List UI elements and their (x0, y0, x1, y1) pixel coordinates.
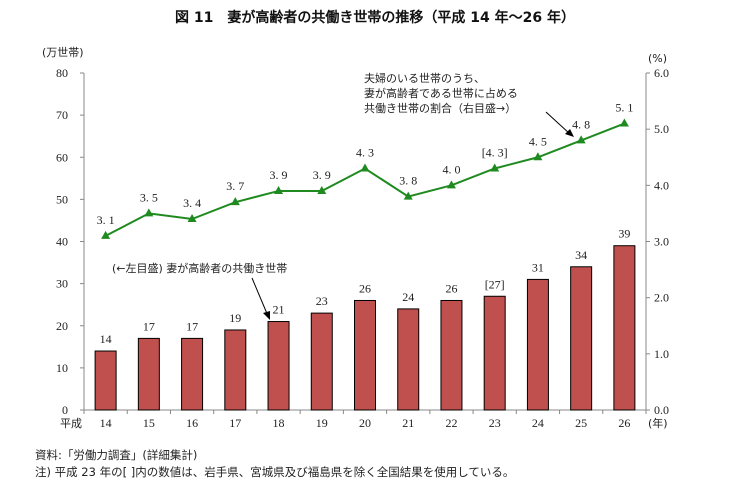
x-tick-label: 18 (273, 416, 285, 430)
bar-value-label: 19 (229, 311, 241, 325)
right-tick-label: 6.0 (654, 66, 669, 80)
x-tick-label: 24 (532, 416, 544, 430)
x-tick-label: 19 (316, 416, 328, 430)
line-value-label: 4. 8 (572, 117, 590, 131)
right-tick-label: 0.0 (654, 403, 669, 417)
bar-value-label: 34 (575, 248, 587, 262)
bar (310, 312, 333, 411)
bar (181, 337, 204, 411)
right-tick-label: 1.0 (654, 347, 669, 361)
line-annotation-2: 妻が高齢者である世帯に占める (364, 86, 518, 100)
chart-title: 図 11 妻が高齢者の共働き世帯の推移（平成 14 年～26 年） (175, 9, 575, 26)
bar-value-label: 17 (143, 319, 155, 333)
left-tick-label: 10 (56, 361, 68, 375)
right-tick-label: 4.0 (654, 178, 669, 192)
left-tick-label: 30 (56, 277, 68, 291)
bar (526, 278, 549, 411)
bar-value-label: 26 (445, 281, 457, 295)
line-marker (360, 163, 370, 172)
bar (397, 308, 420, 411)
line-value-label: 3. 9 (313, 168, 331, 182)
x-tick-label: 14 (100, 416, 112, 430)
left-tick-label: 0 (62, 403, 68, 417)
line-marker (576, 135, 586, 144)
left-tick-label: 70 (56, 108, 68, 122)
bar-value-label: 39 (618, 227, 630, 241)
line-value-label: 3. 5 (140, 190, 158, 204)
line-value-label: 3. 9 (270, 168, 288, 182)
bar-value-label: 21 (273, 303, 285, 317)
line-value-label: [4. 3] (482, 145, 508, 159)
line-value-label: 3. 1 (97, 213, 115, 227)
x-prefix-label: 平成 (60, 417, 82, 430)
left-tick-label: 60 (56, 150, 68, 164)
line-annotation-arrow (545, 111, 571, 135)
chart: 図 11 妻が高齢者の共働き世帯の推移（平成 14 年～26 年） (万世帯) … (42, 9, 669, 430)
left-axis-unit: (万世帯) (42, 46, 84, 59)
left-tick-label: 20 (56, 319, 68, 333)
bar-value-label: 24 (402, 290, 414, 304)
x-tick-label: 21 (402, 416, 414, 430)
line-annotation-3: 共働き世帯の割合（右目盛→） (364, 101, 516, 115)
right-tick-label: 3.0 (654, 235, 669, 249)
bar-annotation-arrowhead (263, 311, 270, 320)
x-tick-label: 15 (143, 416, 155, 430)
x-tick-label: 16 (186, 416, 198, 430)
line-marker (619, 118, 629, 127)
line-marker (403, 191, 413, 200)
left-tick-label: 40 (56, 235, 68, 249)
line-marker (446, 180, 456, 189)
line-annotation-1: 夫婦のいる世帯のうち、 (364, 71, 485, 85)
line-value-label: 4. 0 (442, 162, 460, 176)
bar-value-label: [27] (485, 277, 505, 291)
line-marker (533, 152, 543, 161)
line-marker (490, 163, 500, 172)
x-tick-label: 22 (445, 416, 457, 430)
bar-value-label: 23 (316, 294, 328, 308)
bar (137, 337, 160, 411)
line-marker (144, 208, 154, 217)
line-value-label: 4. 5 (529, 134, 547, 148)
footnote: 注) 平成 23 年の[ ]内の数値は、岩手県、宮城県及び福島県を除く全国結果を… (35, 465, 515, 479)
right-tick-label: 2.0 (654, 291, 669, 305)
bar-value-label: 26 (359, 281, 371, 295)
bar-annotation-arrow (251, 277, 269, 317)
line-value-label: 3. 7 (226, 179, 244, 193)
bar (613, 245, 636, 411)
right-axis-unit: (%) (648, 52, 667, 65)
line-annotation-arrowhead (565, 129, 574, 137)
line-value-label: 4. 3 (356, 145, 374, 159)
bar (94, 350, 117, 411)
bar (354, 299, 376, 411)
x-tick-label: 26 (618, 416, 630, 430)
line-marker (274, 185, 284, 194)
left-tick-label: 50 (56, 192, 68, 206)
right-tick-label: 5.0 (654, 122, 669, 136)
bar (483, 295, 506, 411)
bar (570, 266, 593, 411)
line-marker (187, 214, 197, 223)
line-marker (317, 185, 327, 194)
line-marker (230, 197, 240, 206)
x-unit-label: (年) (648, 416, 668, 430)
bar (224, 329, 247, 411)
line-value-label: 3. 4 (183, 196, 201, 210)
x-tick-label: 20 (359, 416, 371, 430)
x-tick-label: 25 (575, 416, 587, 430)
bar-value-label: 14 (100, 332, 112, 346)
line-value-label: 5. 1 (615, 101, 633, 115)
source-note: 資料:「労働力調査」(詳細集計) (35, 448, 198, 462)
line-value-label: 3. 8 (399, 174, 417, 188)
x-tick-label: 23 (489, 416, 501, 430)
bar-value-label: 17 (186, 319, 198, 333)
left-tick-label: 80 (56, 66, 68, 80)
x-tick-label: 17 (229, 416, 241, 430)
line-marker (101, 230, 111, 239)
bar-value-label: 31 (532, 260, 544, 274)
bar (440, 299, 463, 411)
bar-series-annotation: (←左目盛) 妻が高齢者の共働き世帯 (112, 261, 287, 275)
bar (267, 321, 290, 411)
